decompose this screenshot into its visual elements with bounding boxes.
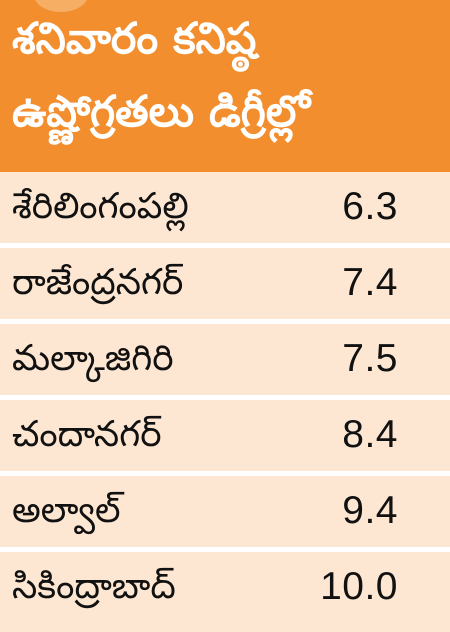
- place-name: చందానగర్: [12, 414, 162, 455]
- temperature-value: 8.4: [342, 413, 398, 456]
- temperature-value: 6.3: [342, 185, 398, 228]
- place-name: రాజేంద్రనగర్: [12, 262, 184, 303]
- header-title-line-2: ఉష్ణోగ్రతలు డిగ్రీల్లో: [12, 87, 311, 137]
- table-row: సికింద్రాబాద్ 10.0: [0, 552, 450, 632]
- table-row: మల్కాజిగిరి 7.5: [0, 324, 450, 400]
- table-row: రాజేంద్రనగర్ 7.4: [0, 248, 450, 324]
- logo-icon: [34, 0, 88, 12]
- temperature-list: శేరిలింగంపల్లి 6.3 రాజేంద్రనగర్ 7.4 మల్క…: [0, 172, 450, 632]
- place-name: సికింద్రాబాద్: [12, 566, 176, 607]
- temperature-value: 7.5: [342, 337, 398, 380]
- place-name: మల్కాజిగిరి: [12, 338, 174, 379]
- place-name: అల్వాల్: [12, 490, 121, 531]
- table-row: చందానగర్ 8.4: [0, 400, 450, 476]
- temperature-value: 10.0: [320, 565, 398, 608]
- temperature-value: 9.4: [342, 489, 398, 532]
- header-banner: శనివారం కనిష్ఠ ఉష్ణోగ్రతలు డిగ్రీల్లో: [0, 0, 450, 172]
- temperature-value: 7.4: [342, 261, 398, 304]
- header-title-line-1: శనివారం కనిష్ఠ: [12, 14, 257, 64]
- table-row: శేరిలింగంపల్లి 6.3: [0, 172, 450, 248]
- place-name: శేరిలింగంపల్లి: [12, 186, 189, 227]
- table-row: అల్వాల్ 9.4: [0, 476, 450, 552]
